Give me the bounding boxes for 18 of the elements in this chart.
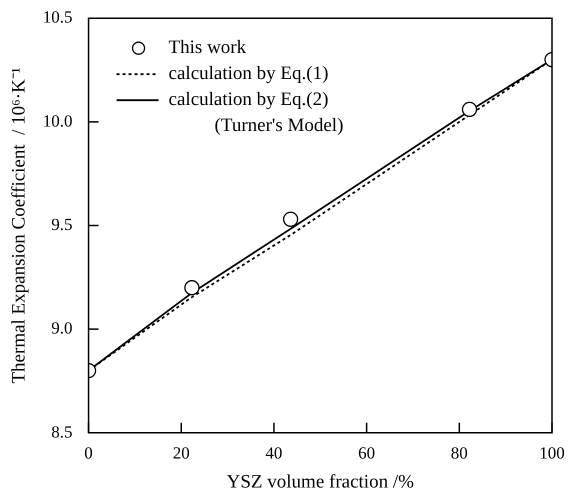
- x-tick-label: 80: [450, 443, 468, 462]
- x-tick-label: 0: [84, 443, 93, 462]
- y-tick-label: 8.5: [51, 422, 73, 442]
- x-tick-label: 60: [358, 443, 376, 462]
- y-axis-title: Thermal Expansion Coefficient / 10⁶·K⁻¹: [8, 67, 30, 384]
- legend-label: calculation by Eq.(1): [168, 63, 328, 84]
- x-tick-label: 40: [265, 443, 282, 462]
- y-tick-label: 9.5: [51, 214, 73, 234]
- point: [282, 212, 298, 227]
- x-axis-title: YSZ volume fraction /%: [226, 472, 414, 493]
- x-tick-label: 100: [539, 443, 565, 462]
- legend-label: calculation by Eq.(2) (Turner's Model): [168, 89, 344, 136]
- point: [184, 280, 200, 296]
- y-tick-label: 10.5: [42, 8, 73, 27]
- x-tick-label: 20: [172, 443, 190, 462]
- y-tick-label: 9.0: [51, 318, 73, 338]
- legend-label: This work: [168, 37, 247, 58]
- y-tick-label: 10.0: [42, 111, 73, 130]
